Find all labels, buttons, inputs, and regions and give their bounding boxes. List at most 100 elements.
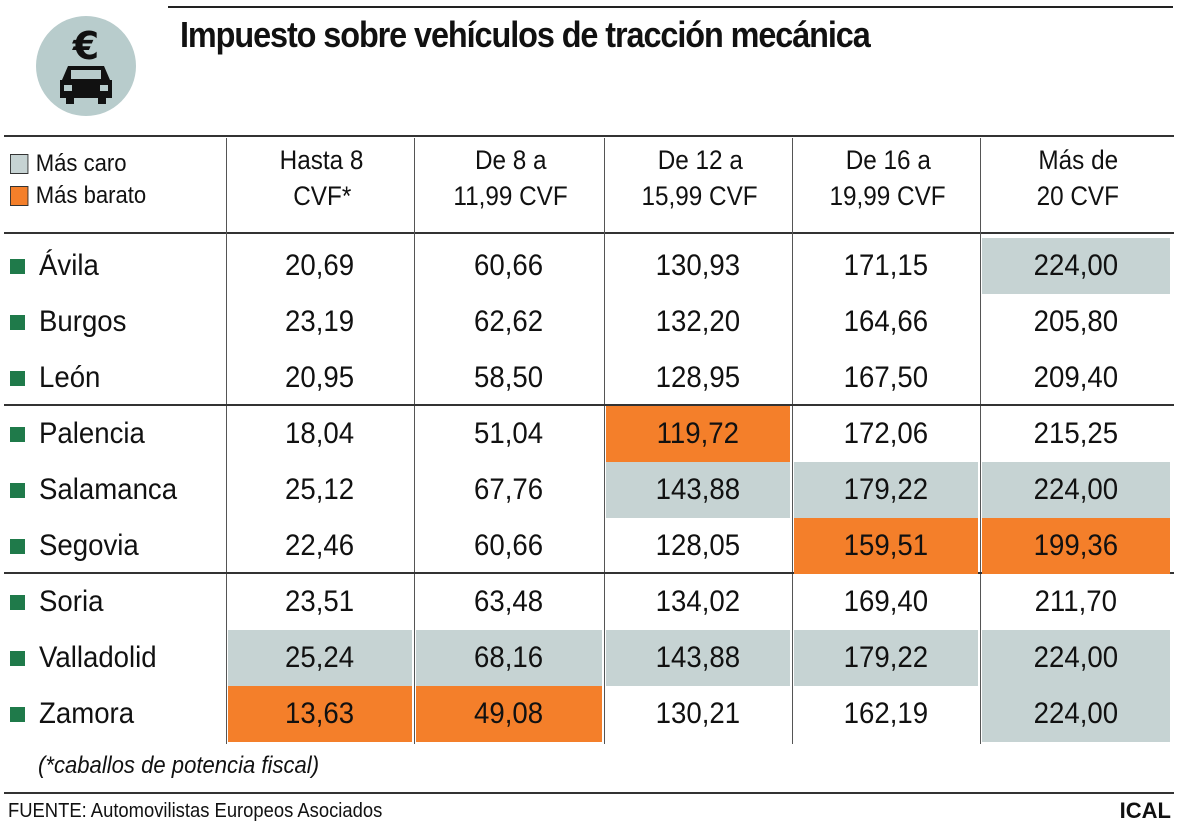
legend-item-lowest: Más barato xyxy=(10,180,146,212)
table-cell: 167,50 xyxy=(794,350,978,406)
cell-value: 224,00 xyxy=(1033,641,1119,674)
row-label: Salamanca xyxy=(10,462,189,518)
cell-value: 215,25 xyxy=(1033,417,1119,450)
legend: Más caro Más barato xyxy=(10,148,146,212)
legend-label-highest: Más caro xyxy=(35,150,127,177)
row-label: Palencia xyxy=(10,406,154,462)
table-cell: 20,95 xyxy=(228,350,412,406)
city-name: Palencia xyxy=(39,417,145,450)
cell-value: 143,88 xyxy=(655,641,741,674)
agency-credit: ICAL xyxy=(1119,798,1171,823)
table-cell: 128,05 xyxy=(606,518,790,574)
row-label: León xyxy=(10,350,106,406)
table-cell: 18,04 xyxy=(228,406,412,462)
table-cell: 128,95 xyxy=(606,350,790,406)
row-label: Segovia xyxy=(10,518,147,574)
cell-value: 167,50 xyxy=(843,361,929,394)
table-cell: 172,06 xyxy=(794,406,978,462)
footer-rule xyxy=(4,792,1174,794)
cell-value: 179,22 xyxy=(843,641,929,674)
cell-value: 60,66 xyxy=(474,529,544,562)
cell-value: 171,15 xyxy=(843,249,929,282)
table-cell: 22,46 xyxy=(228,518,412,574)
cell-value: 130,93 xyxy=(655,249,741,282)
table-cell: 215,25 xyxy=(982,406,1170,462)
group-divider xyxy=(4,404,1174,406)
bullet-icon xyxy=(10,258,25,274)
bullet-icon xyxy=(10,426,25,442)
euro-car-icon: € xyxy=(34,14,138,118)
row-label: Valladolid xyxy=(10,630,167,686)
cell-value: 224,00 xyxy=(1033,249,1119,282)
header-bottom-rule xyxy=(4,232,1174,234)
cell-value: 159,51 xyxy=(843,529,929,562)
table-cell: 60,66 xyxy=(416,518,602,574)
bullet-icon xyxy=(10,314,25,330)
city-name: Segovia xyxy=(39,529,139,562)
legend-item-highest: Más caro xyxy=(10,148,146,180)
cell-value: 179,22 xyxy=(843,473,929,506)
column-header-line: De 16 a xyxy=(845,145,931,175)
row-label: Zamora xyxy=(10,686,142,742)
column-header-line: 15,99 CVF xyxy=(641,181,759,211)
cell-value: 58,50 xyxy=(474,361,544,394)
table-cell: 179,22 xyxy=(794,630,978,686)
group-divider xyxy=(4,572,1174,574)
cell-value: 169,40 xyxy=(843,585,929,618)
column-header: Más de 20 CVF xyxy=(982,138,1174,218)
table-cell: 25,12 xyxy=(228,462,412,518)
cell-value: 63,48 xyxy=(474,585,544,618)
cell-value: 162,19 xyxy=(843,697,929,730)
bullet-icon xyxy=(10,706,25,722)
table-cell: 23,51 xyxy=(228,574,412,630)
table-cell: 130,21 xyxy=(606,686,790,742)
table-cell: 143,88 xyxy=(606,462,790,518)
column-header: Hasta 8 CVF* xyxy=(228,138,416,218)
table-cell: 49,08 xyxy=(416,686,602,742)
table-cell: 13,63 xyxy=(228,686,412,742)
table-cell: 60,66 xyxy=(416,238,602,294)
city-name: Zamora xyxy=(39,697,135,730)
table-cell: 62,62 xyxy=(416,294,602,350)
cell-value: 23,19 xyxy=(285,305,355,338)
cell-value: 211,70 xyxy=(1034,585,1118,618)
cell-value: 119,72 xyxy=(656,417,740,450)
table-cell: 143,88 xyxy=(606,630,790,686)
city-name: Salamanca xyxy=(39,473,178,506)
table-cell: 209,40 xyxy=(982,350,1170,406)
table-cell: 169,40 xyxy=(794,574,978,630)
bullet-icon xyxy=(10,538,25,554)
table-cell: 179,22 xyxy=(794,462,978,518)
cell-value: 143,88 xyxy=(655,473,741,506)
table-cell: 224,00 xyxy=(982,630,1170,686)
cell-value: 22,46 xyxy=(285,529,355,562)
bullet-icon xyxy=(10,650,25,666)
bullet-icon xyxy=(10,370,25,386)
cell-value: 49,08 xyxy=(474,697,544,730)
cell-value: 224,00 xyxy=(1033,697,1119,730)
cell-value: 13,63 xyxy=(285,697,355,730)
table-cell: 51,04 xyxy=(416,406,602,462)
table-cell: 63,48 xyxy=(416,574,602,630)
chart-title: Impuesto sobre vehículos de tracción mec… xyxy=(180,14,871,55)
city-name: Valladolid xyxy=(39,641,157,674)
table-cell: 224,00 xyxy=(982,462,1170,518)
table-cell: 199,36 xyxy=(982,518,1170,574)
cell-value: 128,95 xyxy=(655,361,741,394)
table-cell: 23,19 xyxy=(228,294,412,350)
table-cell: 20,69 xyxy=(228,238,412,294)
table-cell: 130,93 xyxy=(606,238,790,294)
table-cell: 68,16 xyxy=(416,630,602,686)
top-rule xyxy=(168,6,1173,8)
bullet-icon xyxy=(10,594,25,610)
table-cell: 205,80 xyxy=(982,294,1170,350)
table-cell: 211,70 xyxy=(982,574,1170,630)
cell-value: 25,12 xyxy=(285,473,355,506)
cell-value: 209,40 xyxy=(1033,361,1119,394)
legend-label-lowest: Más barato xyxy=(35,182,147,209)
column-header-line: 20 CVF xyxy=(1036,181,1120,211)
cell-value: 23,51 xyxy=(285,585,355,618)
column-separator xyxy=(604,138,605,744)
cell-value: 134,02 xyxy=(655,585,741,618)
city-name: Ávila xyxy=(39,249,99,282)
